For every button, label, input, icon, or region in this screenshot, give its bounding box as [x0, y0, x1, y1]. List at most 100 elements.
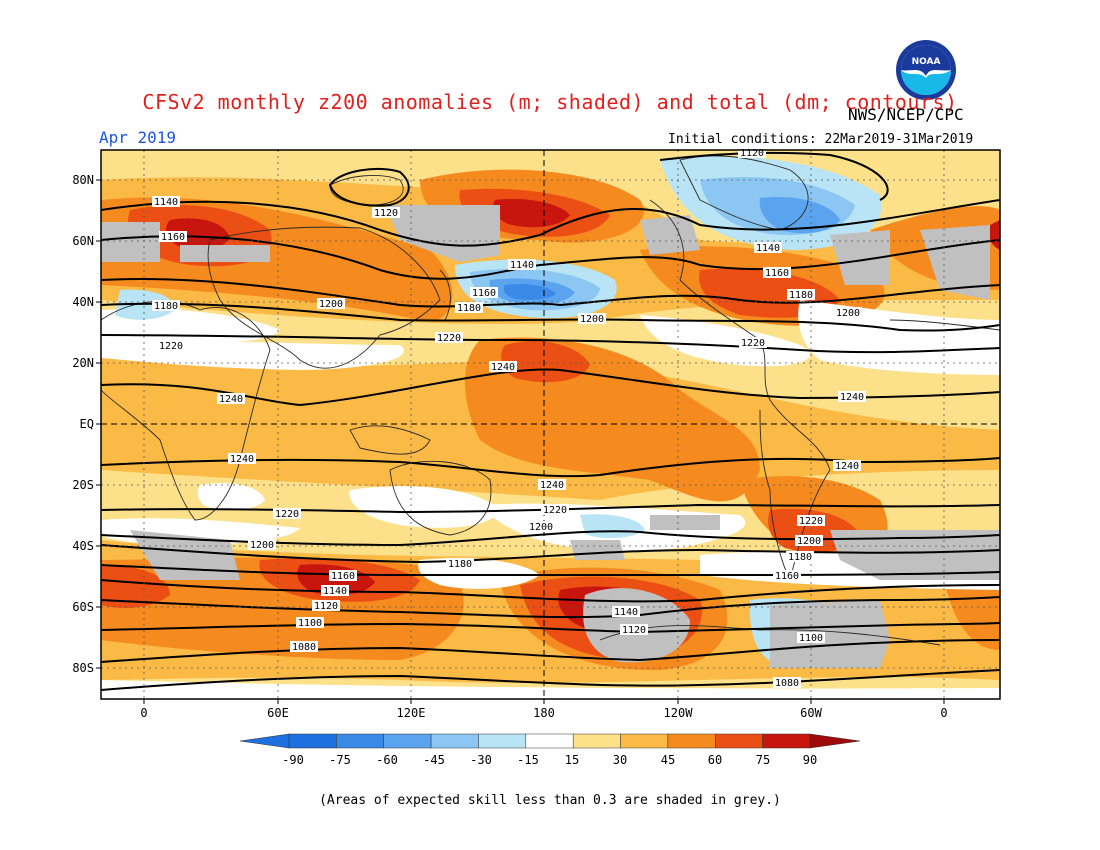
contour-label: 1180: [455, 302, 483, 314]
svg-text:1140: 1140: [510, 260, 534, 271]
contour-label: 1140: [508, 259, 536, 271]
svg-text:1240: 1240: [835, 461, 859, 472]
lon-label: 120W: [663, 706, 693, 720]
colorbar-swatch: [383, 733, 432, 749]
svg-text:1240: 1240: [491, 362, 515, 373]
contour-label: 1180: [787, 289, 815, 301]
noaa-logo: NOAA: [896, 40, 956, 100]
colorbar: [239, 733, 861, 749]
contour-label: 1240: [538, 479, 566, 491]
lon-label: 120E: [396, 706, 426, 720]
lat-label: 40S: [72, 539, 94, 553]
forecast-month: Apr 2019: [99, 128, 177, 147]
contour-labels: 1120 1140 1160 1180 1200 1220 1240 1240 …: [152, 147, 866, 689]
svg-text:1140: 1140: [756, 243, 780, 254]
svg-text:1240: 1240: [840, 392, 864, 403]
contour-label: 1140: [754, 242, 782, 254]
svg-text:1120: 1120: [374, 208, 398, 219]
svg-text:1200: 1200: [319, 299, 343, 310]
contour-label: 1240: [838, 391, 866, 403]
contour-label: 1100: [296, 617, 324, 629]
colorbar-tick-label: -90: [282, 753, 304, 767]
lat-label: 80N: [72, 173, 94, 187]
svg-text:1160: 1160: [161, 232, 185, 243]
contour-label: 1180: [152, 300, 180, 312]
svg-text:1220: 1220: [741, 338, 765, 349]
contour-label: 1220: [541, 504, 569, 516]
contour-label: 1080: [290, 641, 318, 653]
colorbar-swatch: [572, 733, 621, 749]
colorbar-swatch: [288, 733, 337, 749]
graticule: [101, 150, 1000, 699]
svg-text:1200: 1200: [797, 536, 821, 547]
colorbar-tick-label: 15: [564, 753, 580, 767]
contour-label: 1160: [159, 231, 187, 243]
contour-label: 1160: [329, 570, 357, 582]
svg-text:1140: 1140: [154, 197, 178, 208]
colorbar-swatch: [715, 733, 763, 749]
svg-text:1220: 1220: [543, 505, 567, 516]
contour-label: 1140: [321, 585, 349, 597]
svg-text:NOAA: NOAA: [912, 57, 941, 67]
colorbar-swatch: [478, 733, 527, 749]
contour-label: 1240: [217, 393, 245, 405]
svg-text:1160: 1160: [775, 571, 799, 582]
lon-label: 60W: [800, 706, 822, 720]
contour-label: 1200: [578, 313, 606, 325]
axis-ticks: [96, 179, 945, 704]
colorbar-swatch: [667, 733, 716, 749]
colorbar-left-arrow: [240, 734, 289, 748]
contour-label: 1220: [739, 337, 767, 349]
agency-label: NWS/NCEP/CPC: [848, 105, 964, 124]
svg-text:1220: 1220: [159, 341, 183, 352]
contour-label: 1200: [248, 539, 276, 551]
svg-text:1080: 1080: [292, 642, 316, 653]
contour-label: 1160: [470, 287, 498, 299]
svg-text:1120: 1120: [622, 625, 646, 636]
contour-label: 1220: [435, 332, 463, 344]
contour-label: 1180: [786, 551, 814, 563]
contour-label: 1120: [372, 207, 400, 219]
colorbar-tick-label: -60: [376, 753, 398, 767]
svg-text:1240: 1240: [219, 394, 243, 405]
contour-label: 1200: [834, 307, 862, 319]
lat-label: EQ: [79, 417, 94, 431]
colorbar-swatch: [336, 733, 384, 749]
contour-label: 1240: [228, 453, 256, 465]
lat-label: 60N: [72, 234, 94, 248]
contour-label: 1080: [773, 677, 801, 689]
contour-label: 1220: [797, 515, 825, 527]
contour-label: 1240: [489, 361, 517, 373]
svg-text:1200: 1200: [250, 540, 274, 551]
contour-label: 1200: [317, 298, 345, 310]
contour-label: 1200: [795, 535, 823, 547]
contour-label: 1120: [312, 600, 340, 612]
colorbar-tick-label: 60: [707, 753, 723, 767]
contour-label: 1120: [620, 624, 648, 636]
contour-label: 1160: [763, 267, 791, 279]
colorbar-tick-label: 45: [660, 753, 676, 767]
contour-label: 1180: [446, 558, 474, 570]
svg-text:1240: 1240: [230, 454, 254, 465]
svg-text:1220: 1220: [275, 509, 299, 520]
lat-label: 20N: [72, 356, 94, 370]
colorbar-tick-label: -15: [517, 753, 539, 767]
contour-label: 1140: [152, 196, 180, 208]
lon-label: 0: [140, 706, 148, 720]
colorbar-tick-label: 30: [612, 753, 628, 767]
reference-lines: [101, 150, 1000, 699]
lat-label: 40N: [72, 295, 94, 309]
svg-text:1180: 1180: [788, 552, 812, 563]
contour-label: 1120: [738, 147, 766, 159]
initial-conditions: Initial conditions: 22Mar2019-31Mar2019: [668, 132, 974, 147]
svg-text:1180: 1180: [448, 559, 472, 570]
colorbar-tick-label: 75: [755, 753, 771, 767]
colorbar-swatch: [430, 733, 479, 749]
svg-text:1240: 1240: [540, 480, 564, 491]
svg-text:1160: 1160: [472, 288, 496, 299]
lat-label: 80S: [72, 661, 94, 675]
contour-label: 1220: [157, 340, 185, 352]
contour-label: 1100: [797, 632, 825, 644]
colorbar-tick-label: -30: [470, 753, 492, 767]
